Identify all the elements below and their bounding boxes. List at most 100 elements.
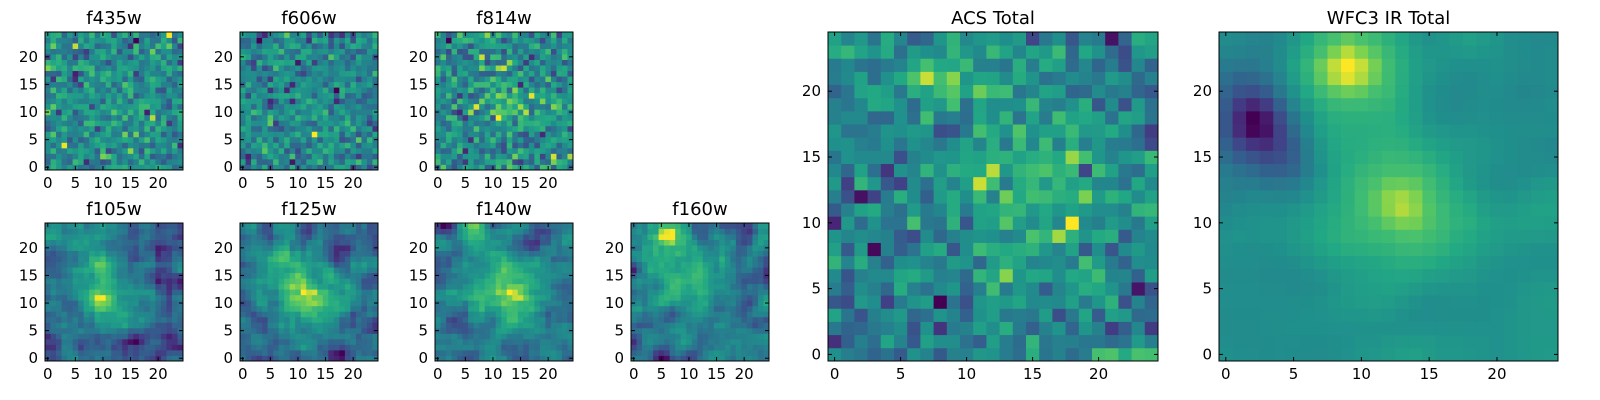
heatmap-cell [144,344,151,351]
heatmap-cell [457,32,463,38]
heatmap-cell [479,234,486,240]
heatmap-cell [339,98,346,105]
heatmap-cell [111,355,118,362]
heatmap-cell [171,327,178,334]
heatmap-cell [251,109,257,116]
heatmap-cell [256,70,263,77]
heatmap-cell [479,283,486,290]
heatmap-cell [116,59,123,66]
heatmap-cell [133,250,140,257]
heatmap-cell [61,92,68,99]
heatmap-cell [708,355,715,362]
heatmap-cell [1065,268,1080,283]
heatmap-cell [100,250,107,257]
heatmap-cell [675,267,682,274]
heatmap-cell [757,344,764,351]
heatmap-cell [973,295,987,309]
heatmap-cell [506,65,513,72]
heatmap-cell [116,338,123,345]
heatmap-cell [122,153,129,160]
heatmap-cell [133,142,140,149]
heatmap-cell [457,349,463,356]
heatmap-cell [155,322,162,329]
heatmap-cell [960,321,974,336]
heatmap-cell [67,283,73,290]
heatmap-cell [490,114,497,121]
heatmap-cell [1012,347,1027,362]
heatmap-cell [501,65,508,72]
heatmap-cell [306,344,313,351]
heatmap-cell [647,289,654,296]
heatmap-cell [245,316,252,323]
heatmap-cell [133,32,140,38]
heatmap-cell [691,327,698,334]
heatmap-cell [556,322,563,329]
heatmap-cell [328,305,335,312]
heatmap-cell [273,70,280,77]
heatmap-cell [306,245,313,251]
heatmap-cell [702,267,709,274]
heatmap-cell [653,311,659,318]
heatmap-cell [647,327,654,334]
heatmap-cell [339,261,346,268]
heatmap-cell [251,81,257,88]
heatmap-cell [67,164,73,171]
heatmap-cell [256,278,263,285]
heatmap-cell [149,158,156,165]
heatmap-cell [490,65,497,72]
heatmap-cell [284,103,291,110]
heatmap-cell [691,250,698,257]
heatmap-cell [122,76,129,83]
heatmap-cell [451,355,458,362]
y-tick-label: 10 [19,294,38,312]
heatmap-cell [67,278,73,285]
heatmap-cell [1144,203,1159,217]
heatmap-cell [1144,242,1159,257]
heatmap-cell [457,136,463,143]
heatmap-cell [171,43,178,49]
heatmap-cell [45,267,51,274]
heatmap-cell [642,316,648,323]
heatmap-cell [468,250,475,257]
heatmap-cell [664,245,671,251]
heatmap-cell [545,153,552,160]
heatmap-cell [933,268,948,283]
heatmap-cell [138,300,145,307]
heatmap-cell [366,59,373,66]
heatmap-cell [828,255,842,270]
heatmap-cell [752,333,759,340]
heatmap-cell [697,228,704,235]
heatmap-cell [440,305,447,312]
heatmap-cell [440,344,447,351]
heatmap-cell [306,278,313,285]
heatmap-cell [361,92,368,99]
heatmap-cell [361,327,368,334]
heatmap-cell [561,37,568,44]
heatmap-cell [501,54,508,60]
heatmap-cell [534,228,541,235]
heatmap-cell [177,142,184,149]
heatmap-cell [144,311,151,318]
heatmap-cell [78,311,85,318]
heatmap-cell [1052,334,1066,349]
heatmap-cell [556,32,563,38]
heatmap-cell [730,316,737,323]
heatmap-cell [267,228,274,235]
heatmap-cell [468,54,475,60]
heatmap-cell [528,316,535,323]
heatmap-cell [658,228,665,235]
heatmap-cell [138,136,145,143]
heatmap-cell [278,81,285,88]
heatmap-cell [89,153,96,160]
heatmap-cell [361,153,368,160]
heatmap-cell [664,289,671,296]
x-tick-label: 20 [539,174,558,192]
heatmap-cell [647,261,654,268]
heatmap-cell [300,76,307,83]
heatmap-cell [45,76,51,83]
heatmap-cell [973,176,987,191]
heatmap-cell [339,327,346,334]
heatmap-cell [100,43,107,49]
heatmap-cell [133,267,140,274]
heatmap-cell [339,142,346,149]
